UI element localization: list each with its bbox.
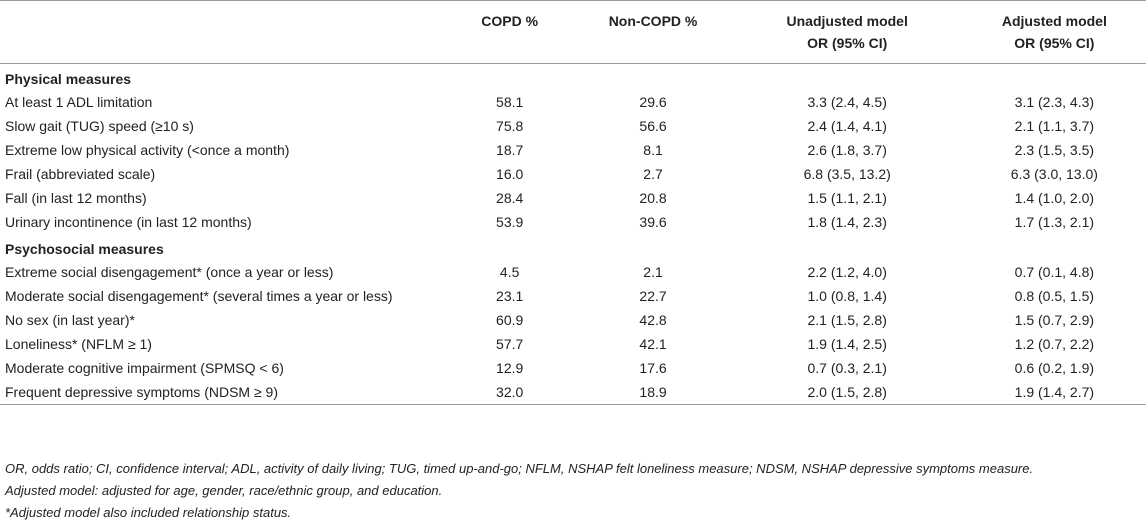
table-row: No sex (in last year)* 60.9 42.8 2.1 (1.…	[0, 308, 1146, 332]
header-adjusted-label: Adjusted model	[1001, 13, 1107, 29]
section-heading-row: Psychosocial measures	[0, 234, 1146, 260]
unadjusted-or: 0.7 (0.3, 2.1)	[807, 360, 887, 376]
unadjusted-or: 1.0 (0.8, 1.4)	[807, 288, 887, 304]
row-label: Moderate social disengagement* (several …	[5, 288, 393, 304]
header-cell-non-copd: Non-COPD %	[574, 1, 731, 64]
table-header-row: COPD % Non-COPD % Unadjusted model OR (95…	[0, 0, 1146, 64]
copd-value: 18.7	[496, 142, 524, 158]
non-copd-value: 17.6	[639, 360, 667, 376]
unadjusted-or: 2.2 (1.2, 4.0)	[807, 264, 887, 280]
table-row: Loneliness* (NFLM ≥ 1) 57.7 42.1 1.9 (1.…	[0, 332, 1146, 356]
unadjusted-or: 2.6 (1.8, 3.7)	[807, 142, 887, 158]
results-table: COPD % Non-COPD % Unadjusted model OR (95…	[0, 0, 1146, 405]
unadjusted-or: 2.1 (1.5, 2.8)	[807, 312, 887, 328]
adjusted-or: 1.5 (0.7, 2.9)	[1014, 312, 1095, 328]
table-footnotes: OR, odds ratio; CI, confidence interval;…	[5, 458, 1141, 524]
unadjusted-or: 1.8 (1.4, 2.3)	[807, 214, 887, 230]
non-copd-value: 42.8	[639, 312, 667, 328]
adjusted-or: 2.1 (1.1, 3.7)	[1014, 118, 1095, 134]
adjusted-or: 1.2 (0.7, 2.2)	[1014, 336, 1095, 352]
adjusted-or: 2.3 (1.5, 3.5)	[1014, 142, 1095, 158]
row-label: Fall (in last 12 months)	[5, 190, 147, 206]
table-row: Moderate cognitive impairment (SPMSQ < 6…	[0, 356, 1146, 380]
table-row: Moderate social disengagement* (several …	[0, 284, 1146, 308]
copd-value: 4.5	[499, 264, 520, 280]
copd-value: 60.9	[496, 312, 524, 328]
row-label: Slow gait (TUG) speed (≥10 s)	[5, 118, 194, 134]
non-copd-value: 42.1	[639, 336, 667, 352]
non-copd-value: 2.1	[643, 264, 663, 280]
header-cell-blank	[0, 1, 445, 64]
copd-value: 57.7	[496, 336, 524, 352]
non-copd-value: 22.7	[639, 288, 667, 304]
section-heading-row: Physical measures	[0, 64, 1146, 91]
header-cell-copd: COPD %	[445, 1, 574, 64]
unadjusted-or: 1.9 (1.4, 2.5)	[807, 336, 887, 352]
footnote-abbreviations: OR, odds ratio; CI, confidence interval;…	[5, 461, 1034, 476]
copd-value: 75.8	[496, 118, 524, 134]
section-title-physical: Physical measures	[5, 71, 132, 87]
copd-value: 32.0	[496, 384, 524, 400]
non-copd-value: 18.9	[639, 384, 667, 400]
copd-value: 28.4	[496, 190, 524, 206]
table-row: Slow gait (TUG) speed (≥10 s) 75.8 56.6 …	[0, 114, 1146, 138]
row-label: Loneliness* (NFLM ≥ 1)	[5, 336, 152, 352]
copd-value: 53.9	[496, 214, 524, 230]
unadjusted-or: 2.0 (1.5, 2.8)	[807, 384, 887, 400]
header-non-copd-label: Non-COPD %	[608, 13, 698, 29]
footnote-adjusted-model: Adjusted model: adjusted for age, gender…	[5, 483, 443, 498]
adjusted-or: 1.7 (1.3, 2.1)	[1014, 214, 1095, 230]
table-row: Extreme social disengagement* (once a ye…	[0, 260, 1146, 284]
copd-value: 12.9	[496, 360, 524, 376]
copd-value: 16.0	[496, 166, 524, 182]
adjusted-or: 3.1 (2.3, 4.3)	[1014, 94, 1095, 110]
header-cell-adjusted: Adjusted model OR (95% CI)	[963, 1, 1146, 64]
row-label: Extreme low physical activity (<once a m…	[5, 142, 290, 158]
footnote-relationship-status: *Adjusted model also included relationsh…	[5, 505, 292, 520]
header-unadjusted-label: Unadjusted model	[786, 13, 908, 29]
header-unadjusted-sub: OR (95% CI)	[807, 35, 888, 51]
header-cell-unadjusted: Unadjusted model OR (95% CI)	[732, 1, 963, 64]
adjusted-or: 1.4 (1.0, 2.0)	[1014, 190, 1095, 206]
table-row: Fall (in last 12 months) 28.4 20.8 1.5 (…	[0, 186, 1146, 210]
adjusted-or: 0.8 (0.5, 1.5)	[1014, 288, 1095, 304]
non-copd-value: 8.1	[643, 142, 663, 158]
table-row: Frail (abbreviated scale) 16.0 2.7 6.8 (…	[0, 162, 1146, 186]
adjusted-or: 1.9 (1.4, 2.7)	[1014, 384, 1095, 400]
copd-value: 58.1	[496, 94, 524, 110]
table-row: Frequent depressive symptoms (NDSM ≥ 9) …	[0, 380, 1146, 405]
row-label: Extreme social disengagement* (once a ye…	[5, 264, 334, 280]
table-row: Urinary incontinence (in last 12 months)…	[0, 210, 1146, 234]
row-label: Urinary incontinence (in last 12 months)	[5, 214, 252, 230]
unadjusted-or: 3.3 (2.4, 4.5)	[807, 94, 887, 110]
row-label: Moderate cognitive impairment (SPMSQ < 6…	[5, 360, 284, 376]
adjusted-or: 6.3 (3.0, 13.0)	[1010, 166, 1098, 182]
non-copd-value: 20.8	[639, 190, 667, 206]
header-adjusted-sub: OR (95% CI)	[1014, 35, 1095, 51]
section-title-psychosocial: Psychosocial measures	[5, 241, 164, 257]
unadjusted-or: 1.5 (1.1, 2.1)	[807, 190, 887, 206]
row-label: No sex (in last year)*	[5, 312, 135, 328]
non-copd-value: 56.6	[639, 118, 667, 134]
non-copd-value: 2.7	[643, 166, 663, 182]
non-copd-value: 39.6	[639, 214, 667, 230]
header-copd-label: COPD %	[481, 13, 539, 29]
row-label: Frequent depressive symptoms (NDSM ≥ 9)	[5, 384, 278, 400]
unadjusted-or: 6.8 (3.5, 13.2)	[803, 166, 891, 182]
unadjusted-or: 2.4 (1.4, 4.1)	[807, 118, 887, 134]
adjusted-or: 0.6 (0.2, 1.9)	[1014, 360, 1095, 376]
row-label: Frail (abbreviated scale)	[5, 166, 156, 182]
row-label: At least 1 ADL limitation	[5, 94, 153, 110]
copd-value: 23.1	[496, 288, 524, 304]
table-row: At least 1 ADL limitation 58.1 29.6 3.3 …	[0, 90, 1146, 114]
adjusted-or: 0.7 (0.1, 4.8)	[1014, 264, 1095, 280]
non-copd-value: 29.6	[639, 94, 667, 110]
table-row: Extreme low physical activity (<once a m…	[0, 138, 1146, 162]
